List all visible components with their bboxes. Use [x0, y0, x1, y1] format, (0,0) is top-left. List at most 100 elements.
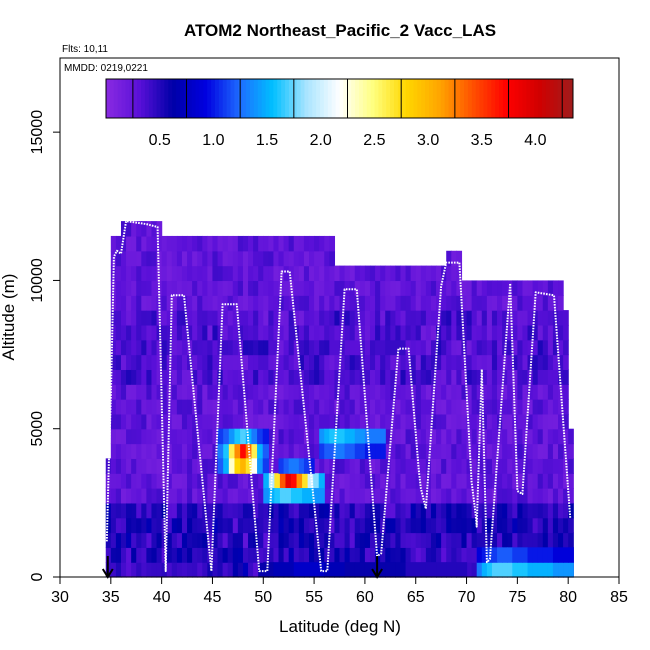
heatmap-cell: [537, 473, 544, 489]
heatmap-cell: [115, 384, 122, 400]
heatmap-cell: [161, 458, 168, 474]
heatmap-cell: [415, 295, 422, 311]
heatmap-cell: [126, 369, 132, 385]
heatmap-cell: [187, 280, 193, 296]
heatmap-cell: [176, 517, 183, 534]
heatmap-cell: [187, 295, 193, 311]
heatmap-cell: [456, 517, 463, 534]
heatmap-cell: [273, 458, 280, 474]
heatmap-cell: [268, 547, 275, 563]
heatmap-cell: [339, 413, 346, 430]
heatmap-cell: [223, 428, 230, 445]
heatmap-cell: [268, 265, 275, 282]
heatmap-cell: [395, 310, 402, 326]
heatmap-cell: [131, 265, 137, 282]
heatmap-cell: [314, 280, 320, 296]
heatmap-cell: [176, 443, 183, 459]
heatmap-cell: [227, 502, 234, 519]
heatmap-cell: [481, 324, 488, 341]
heatmap-cell: [329, 488, 336, 504]
heatmap-cell: [486, 428, 493, 445]
heatmap-cell: [248, 473, 254, 489]
heatmap-cell: [293, 399, 300, 415]
heatmap-cell: [537, 369, 544, 385]
heatmap-cell: [451, 502, 457, 519]
heatmap-cell: [354, 399, 361, 415]
heatmap-cell: [329, 369, 336, 385]
heatmap-cell: [131, 547, 137, 563]
heatmap-cell: [512, 443, 518, 459]
colorbar-segment: [300, 79, 305, 118]
colorbar-segment: [339, 79, 344, 118]
heatmap-cell: [334, 502, 341, 519]
heatmap-cell: [115, 265, 122, 282]
heatmap-cell: [415, 488, 422, 504]
heatmap-cell: [288, 324, 295, 341]
heatmap-cell: [385, 384, 391, 400]
heatmap-cell: [251, 443, 258, 459]
heatmap-cell: [258, 235, 264, 252]
heatmap-cell: [436, 517, 442, 534]
heatmap-cell: [136, 310, 142, 326]
colorbar-segment: [234, 79, 239, 118]
heatmap-cell: [237, 413, 244, 430]
heatmap-cell: [507, 354, 513, 370]
heatmap-cell: [349, 443, 356, 459]
x-tick-label: 70: [458, 589, 476, 606]
colorbar-segment: [265, 79, 270, 118]
colorbar-segment: [316, 79, 321, 118]
heatmap-cell: [146, 221, 153, 237]
colorbar-segment: [141, 79, 146, 118]
heatmap-cell: [258, 265, 264, 282]
heatmap-cell: [161, 280, 168, 296]
heatmap-cell: [420, 295, 427, 311]
x-tick-label: 80: [559, 589, 577, 606]
heatmap-cell: [425, 413, 432, 430]
colorbar-segment: [230, 79, 235, 118]
heatmap-cell: [461, 295, 468, 311]
heatmap-cell: [476, 369, 483, 385]
heatmap-cell: [253, 547, 259, 563]
heatmap-cell: [400, 354, 407, 370]
heatmap-cell: [263, 280, 269, 296]
heatmap-cell: [471, 413, 478, 430]
heatmap-cell: [171, 458, 178, 474]
heatmap-cell: [187, 517, 193, 534]
heatmap-cell: [187, 458, 193, 474]
heatmap-cell: [491, 295, 498, 311]
heatmap-cell: [217, 295, 224, 311]
heatmap-cell: [227, 310, 234, 326]
heatmap-cell: [324, 339, 330, 356]
heatmap-cell: [385, 280, 391, 296]
heatmap-cell: [385, 428, 391, 445]
heatmap-cell: [380, 443, 386, 459]
heatmap-cell: [146, 250, 153, 267]
heatmap-cell: [187, 384, 193, 400]
heatmap-cell: [405, 399, 412, 415]
colorbar-segment: [432, 79, 438, 118]
heatmap-cell: [446, 488, 452, 504]
heatmap-cell: [232, 384, 239, 400]
heatmap-cell: [268, 280, 275, 296]
heatmap-cell: [293, 502, 300, 519]
heatmap-cell: [324, 502, 330, 519]
heatmap-cell: [192, 532, 198, 548]
heatmap-cell: [420, 547, 427, 563]
heatmap-cell: [161, 517, 168, 534]
heatmap-cell: [217, 562, 224, 578]
heatmap-cell: [329, 250, 336, 267]
heatmap-cell: [257, 428, 264, 445]
heatmap-cell: [512, 517, 518, 534]
heatmap-cell: [227, 265, 234, 282]
heatmap-cell: [420, 517, 427, 534]
heatmap-cell: [187, 324, 193, 341]
colorbar-segment: [285, 79, 290, 118]
heatmap-cell: [354, 310, 361, 326]
heatmap-cell: [456, 547, 463, 563]
heatmap-cell: [197, 413, 203, 430]
heatmap-cell: [385, 339, 391, 356]
heatmap-cell: [207, 399, 214, 415]
heatmap-cell: [430, 428, 437, 445]
heatmap-cell: [136, 532, 142, 548]
heatmap-cell: [517, 413, 524, 430]
